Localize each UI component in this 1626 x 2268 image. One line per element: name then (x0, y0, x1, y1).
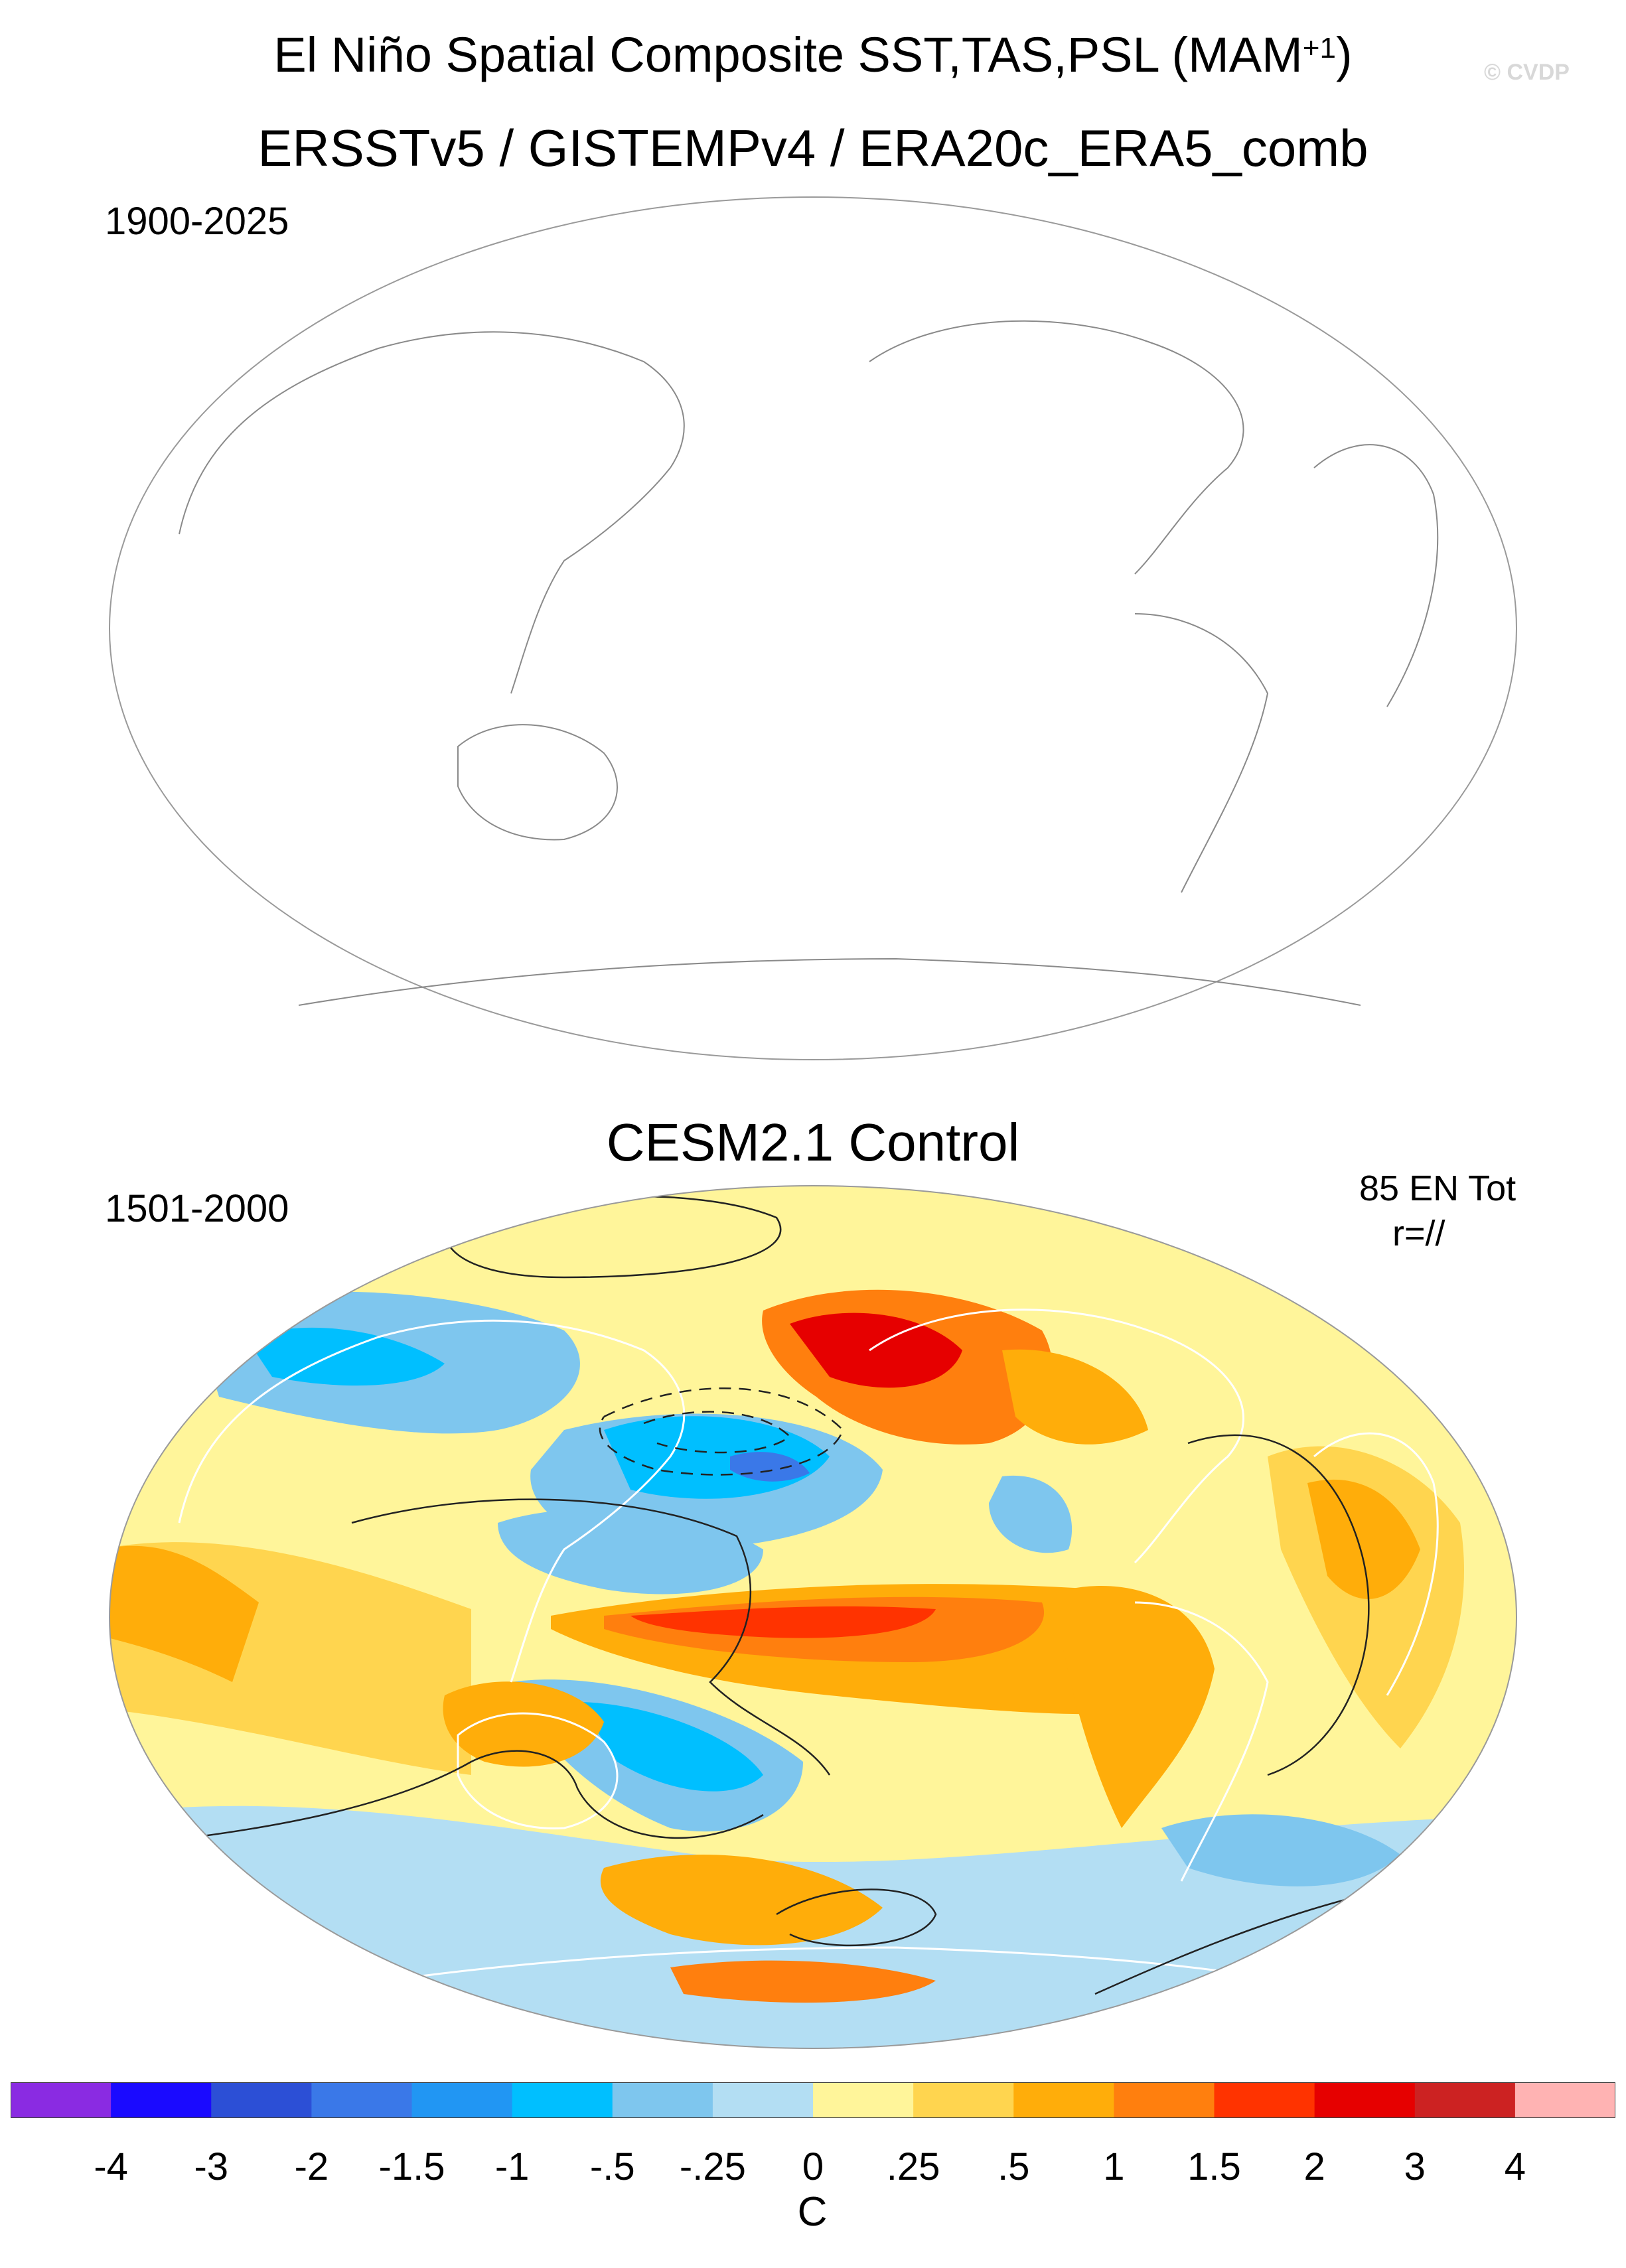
south-pacific-cold-core (577, 1702, 763, 1792)
panel2-coast-africa (1313, 1432, 1439, 1696)
colorbar-tick-label: -4 (94, 2145, 128, 2188)
colorbar-swatch (712, 2082, 814, 2118)
colorbar-tick-label: 1.5 (1187, 2145, 1241, 2188)
north-pacific-cold-max (730, 1452, 810, 1482)
colorbar-tick-label: 4 (1504, 2145, 1526, 2188)
panel2-map-boundary (109, 1185, 1517, 2049)
panel1-coastlines (179, 320, 1439, 1006)
panel2-coast-north-america (869, 1309, 1245, 1564)
panel1-map-empty (109, 196, 1517, 1060)
panel2-pattern-correlation: r=// (1392, 1214, 1445, 1253)
panel2-coast-asia (178, 1319, 686, 1683)
colorbar-swatch (1013, 2082, 1114, 2118)
colorbar-swatch (813, 2082, 914, 2118)
panel2-composite-map (109, 1185, 1517, 2049)
west-pacific-cold-north (498, 1509, 763, 1595)
psl-contour-south-indian (110, 1750, 764, 1849)
psl-contour-southern-ocean (776, 1888, 937, 1947)
colorbar-swatch (512, 2082, 613, 2118)
panel2-period: 1501-2000 (105, 1187, 289, 1230)
figure-title-text: El Niño Spatial Composite SST,TAS,PSL (M… (273, 27, 1303, 82)
colorbar-units: C (797, 2189, 828, 2235)
colorbar-tick-label: -1 (494, 2145, 530, 2188)
colorbar-swatch (1214, 2082, 1315, 2118)
panel2-title: CESM2.1 Control (606, 1113, 1020, 1172)
colorbar-swatch (411, 2082, 513, 2118)
colorbar-swatch (11, 2082, 111, 2118)
colorbar-tick-label: -.5 (589, 2145, 635, 2188)
eurasia-cold-core (246, 1327, 445, 1386)
psl-contour-aleutian-low-inner (643, 1411, 791, 1454)
south-america-warm (1062, 1586, 1215, 1828)
antarctic-peninsula-warm (670, 1960, 936, 2003)
southern-ocean-warm (600, 1855, 883, 1946)
canada-warm (1002, 1349, 1148, 1445)
panel2-filled-contours (110, 1186, 1516, 2048)
panel1-coast-africa (1313, 444, 1439, 707)
panel1-coast-asia (179, 331, 685, 694)
colorbar-tick-label: 2 (1303, 2145, 1325, 2188)
colorbar-swatch (612, 2082, 713, 2118)
colorbar-tick-label: 3 (1404, 2145, 1426, 2188)
colorbar-tick-label: -2 (294, 2145, 329, 2188)
colorbar-swatch (1314, 2082, 1416, 2118)
psl-contour-zero-line (351, 1498, 831, 1776)
psl-contour-atlantic (1187, 1434, 1370, 1776)
nino-region-max (630, 1606, 936, 1638)
figure-title-close: ) (1335, 27, 1353, 82)
figure-title-superscript: +1 (1302, 32, 1336, 64)
colorbar-tick-label: -.25 (679, 2145, 746, 2188)
colorbar-tick-label: 0 (802, 2145, 824, 2188)
panel1-title: ERSSTv5 / GISTEMPv4 / ERA20c_ERA5_comb (258, 119, 1368, 177)
panel1-coast-south-america (1134, 613, 1269, 893)
panel1-coast-north-america (869, 320, 1244, 575)
alaska-warm-max (790, 1312, 962, 1388)
colorbar-tick-label: -1.5 (378, 2145, 445, 2188)
colorbar-swatch (913, 2082, 1014, 2118)
colorbar-tick-label: 1 (1103, 2145, 1125, 2188)
panel1-period: 1900-2025 (105, 200, 289, 243)
panel1-coast-antarctica (298, 957, 1361, 1006)
colorbar-swatch (1114, 2082, 1215, 2118)
eastern-north-america-cold (989, 1475, 1072, 1553)
colorbar-swatch (111, 2082, 212, 2118)
colorbar (11, 2082, 1615, 2118)
colorbar-swatch (311, 2082, 413, 2118)
colorbar-swatch (1414, 2082, 1516, 2118)
colorbar-tick-label: .5 (998, 2145, 1030, 2188)
colorbar-tick-label: -3 (194, 2145, 229, 2188)
panel1-map-boundary (109, 196, 1517, 1060)
figure-title: El Niño Spatial Composite SST,TAS,PSL (M… (0, 25, 1626, 85)
panel1-coast-australia (457, 724, 618, 841)
colorbar-swatch (211, 2082, 312, 2118)
south-atlantic-cold (1161, 1814, 1400, 1886)
cvdp-watermark: © CVDP (1484, 60, 1570, 85)
australia-warm (443, 1681, 604, 1767)
colorbar-tick-label: .25 (886, 2145, 940, 2188)
colorbar-frame (11, 2082, 1615, 2118)
panel2-coast-australia (457, 1712, 619, 1829)
africa-warm-core (1307, 1479, 1420, 1599)
panel2-event-count: 85 EN Tot (1359, 1169, 1516, 1208)
colorbar-swatch (1515, 2082, 1615, 2118)
indian-ocean-warm-core (110, 1545, 259, 1682)
panel2-coast-south-america (1134, 1601, 1269, 1882)
